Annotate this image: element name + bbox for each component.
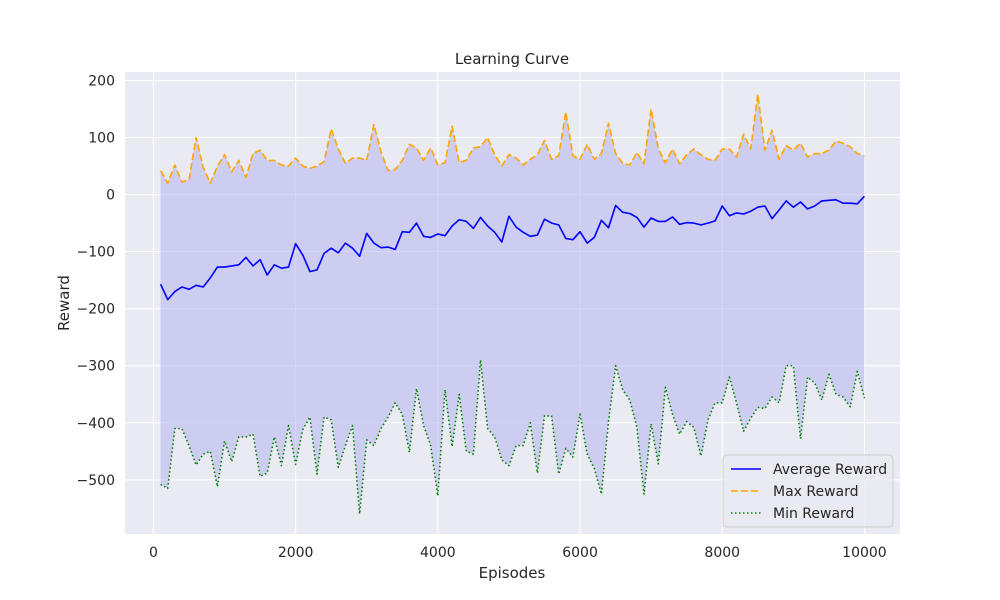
series-line-1 [159,93,865,184]
x-tick-label-5: 10000 [842,545,887,561]
x-tick-label-1: 2000 [278,545,314,561]
series-line-0 [159,195,865,301]
y-tick-label-7: 200 [88,74,115,90]
y-tick-label-0: −500 [77,473,115,489]
x-tick-label-0: 0 [149,545,158,561]
legend-box [722,454,894,528]
reward-range-fill [160,94,865,514]
y-tick-label-3: −200 [77,302,115,318]
y-tick-label-4: −100 [77,245,115,261]
x-tick-label-4: 8000 [704,545,740,561]
y-tick-labels: −500 −400 −300 −200 −100 0 100 200 [77,74,115,489]
x-axis-label: Episodes [479,564,546,582]
chart-title: Learning Curve [455,50,569,68]
y-tick-label-1: −400 [77,416,115,432]
legend-label-2: Min Reward [773,506,854,522]
y-axis-label: Reward [55,275,73,331]
x-tick-label-3: 6000 [562,545,598,561]
x-tick-labels: 0 2000 4000 6000 8000 10000 [149,545,887,561]
series-lines [159,93,866,515]
y-tick-label-5: 0 [106,188,115,204]
y-tick-label-6: 100 [88,131,115,147]
legend-label-1: Max Reward [773,484,859,500]
legend-label-0: Average Reward [773,462,887,478]
y-tick-label-2: −300 [77,359,115,375]
legend: Average Reward Max Reward Min Reward [722,454,894,528]
x-tick-label-2: 4000 [420,545,456,561]
